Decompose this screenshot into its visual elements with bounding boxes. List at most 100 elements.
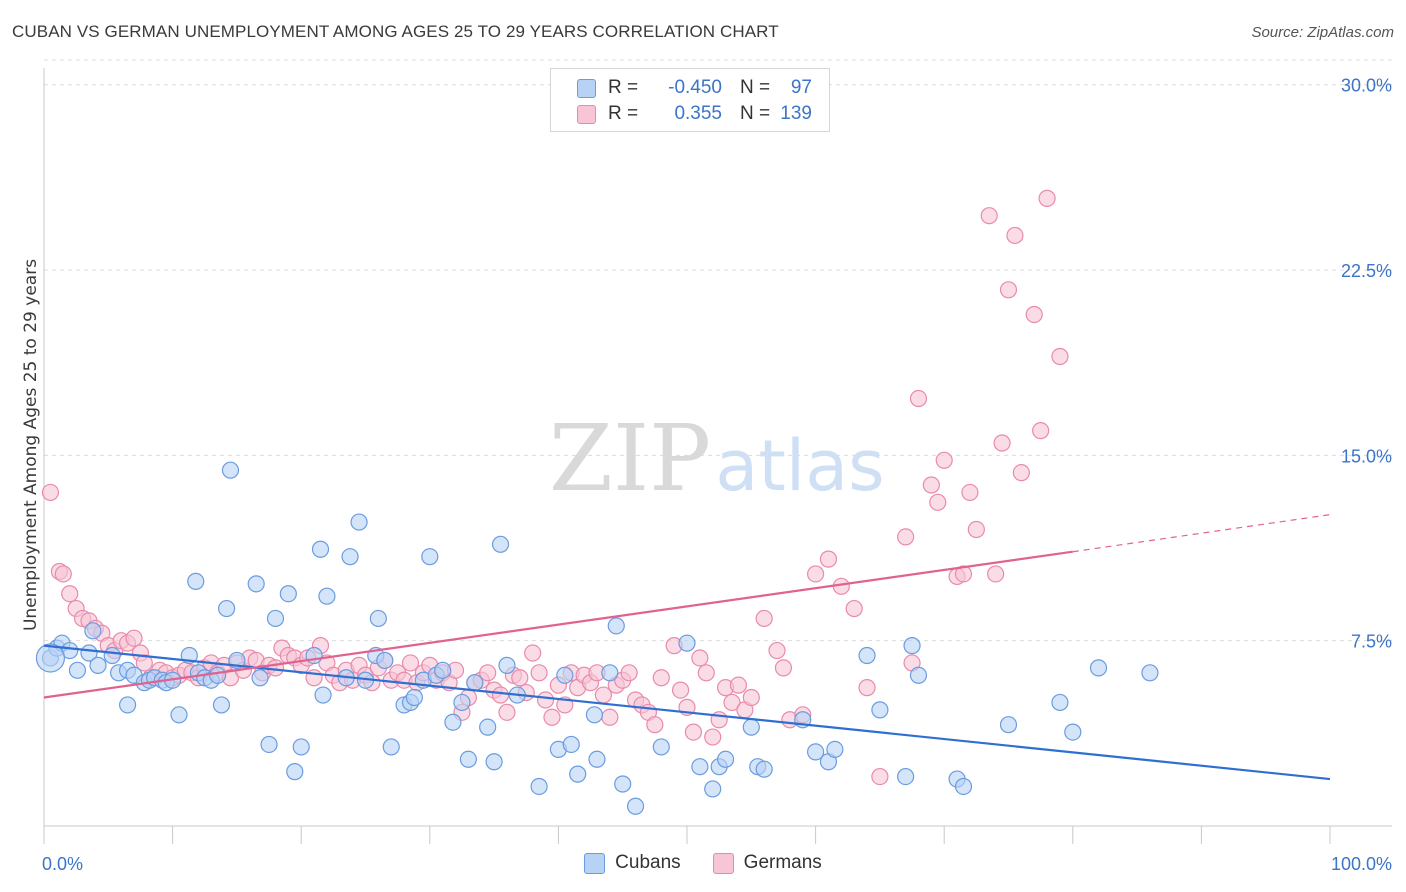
german-point	[768, 641, 786, 660]
cuban-point	[1051, 693, 1069, 712]
cuban-point	[999, 716, 1018, 734]
german-point	[697, 664, 715, 682]
german-point	[871, 767, 889, 786]
german-point	[967, 520, 985, 539]
watermark-zip: ZIP	[549, 405, 711, 512]
cuban-point	[755, 760, 773, 778]
legend-n-label: N =	[740, 103, 771, 124]
cuban-point	[716, 750, 735, 768]
y-tick-label: 22.5%	[1341, 261, 1392, 281]
legend-r-label: R =	[608, 77, 639, 98]
german-point	[987, 565, 1005, 583]
german-point	[511, 669, 529, 687]
cuban-point	[311, 540, 330, 558]
german-point	[491, 686, 510, 704]
cuban-point	[84, 622, 102, 640]
german-point	[691, 649, 709, 667]
german-point	[601, 708, 619, 726]
legend-swatch-cubans	[577, 78, 596, 98]
legend-row-cubans: R = -0.450 N = 97	[577, 76, 812, 100]
cuban-point	[187, 572, 205, 590]
german-point	[755, 609, 773, 628]
watermark-atlas: atlas	[715, 425, 884, 507]
german-point	[806, 565, 825, 583]
german-point	[135, 654, 153, 672]
german-point	[704, 728, 722, 746]
cuban-point	[485, 753, 503, 771]
series-legend-germans[interactable]: Germans	[712, 852, 822, 874]
german-point	[993, 434, 1011, 452]
german-point	[1038, 189, 1056, 207]
series-label-cubans: Cubans	[615, 852, 681, 873]
cuban-point	[68, 661, 87, 679]
legend-swatch-germans	[577, 104, 596, 124]
cuban-point	[286, 763, 304, 781]
german-point	[845, 599, 863, 618]
cuban-point	[434, 661, 452, 679]
y-tick-label: 30.0%	[1341, 76, 1392, 96]
german-point	[980, 207, 998, 225]
german-point	[671, 681, 690, 699]
cuban-point	[350, 513, 368, 531]
cuban-point	[444, 713, 462, 731]
legend-r-value: -0.450	[668, 77, 722, 98]
german-point	[524, 644, 542, 662]
german-point	[401, 654, 420, 672]
cuban-point	[626, 797, 645, 815]
german-point	[620, 664, 638, 682]
cuban-point	[1064, 723, 1082, 741]
cuban-point	[118, 696, 137, 714]
cuban-point	[421, 548, 439, 566]
y-axis-label: Unemployment Among Ages 25 to 29 years	[21, 259, 41, 631]
stats-legend: R = -0.450 N = 97 R = 0.355 N = 139	[550, 68, 830, 132]
x-tick-label: 100.0%	[1331, 854, 1392, 874]
cuban-point	[556, 666, 574, 684]
cuban-point	[1089, 659, 1108, 677]
german-point	[61, 585, 79, 603]
german-point	[1032, 422, 1050, 440]
x-tick-label: 0.0%	[42, 854, 83, 874]
cuban-point	[279, 585, 297, 603]
german-point	[41, 483, 60, 502]
cuban-point	[871, 701, 889, 719]
cuban-point	[858, 646, 876, 665]
german-point	[922, 476, 940, 494]
cuban-point	[376, 651, 394, 670]
cuban-point	[569, 765, 587, 783]
axes	[43, 68, 1392, 844]
cuban-point	[341, 548, 359, 566]
german-point	[935, 451, 953, 469]
y-tick-label: 15.0%	[1341, 446, 1392, 466]
german-point	[652, 669, 670, 687]
cuban-point	[1141, 664, 1159, 682]
cuban-point	[903, 637, 921, 655]
y-tick-label: 7.5%	[1351, 632, 1392, 652]
german-point	[498, 703, 516, 721]
legend-n-value: 97	[790, 77, 812, 98]
cuban-trend-line	[43, 644, 1331, 781]
series-legend-cubans[interactable]: Cubans	[584, 852, 681, 874]
legend-r-value: 0.355	[674, 103, 722, 124]
german-point	[479, 664, 497, 682]
cuban-point	[103, 646, 121, 665]
german-point	[543, 708, 561, 726]
cuban-point	[218, 599, 236, 618]
german-point	[684, 723, 703, 741]
cuban-point	[530, 777, 548, 796]
cuban-point	[292, 738, 310, 756]
german-point	[774, 659, 793, 677]
cuban-point	[221, 461, 240, 479]
german-point	[266, 659, 285, 677]
legend-n-value: 139	[780, 103, 812, 124]
german-trend-extension	[1072, 514, 1331, 553]
german-point	[1051, 347, 1069, 366]
cuban-point	[909, 666, 928, 684]
cuban-point	[209, 666, 227, 684]
cuban-point	[466, 674, 484, 692]
cuban-point	[251, 669, 269, 687]
cuban-point	[826, 740, 844, 759]
cuban-point	[369, 609, 387, 628]
cuban-point	[588, 750, 606, 768]
cuban-point	[479, 718, 497, 736]
